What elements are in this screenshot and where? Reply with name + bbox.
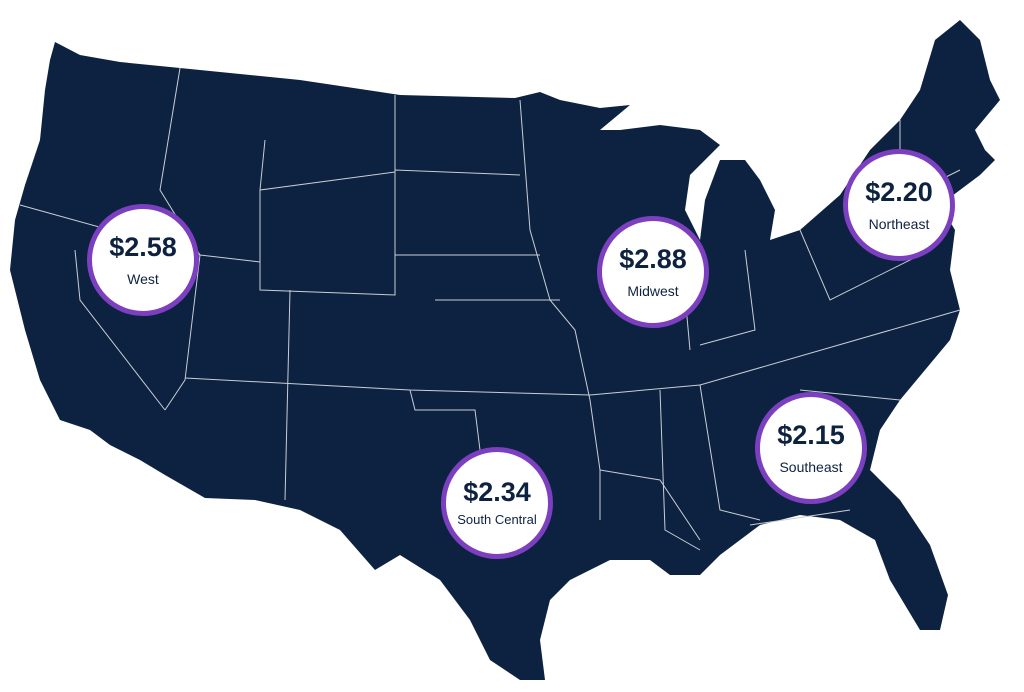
us-outline [10, 20, 1000, 680]
region-label: Northeast [868, 216, 930, 232]
region-bubble-southeast: $2.15 Southeast [755, 392, 867, 504]
region-label: Midwest [627, 283, 679, 299]
region-bubble-midwest: $2.88 Midwest [597, 216, 709, 328]
region-label: West [127, 271, 159, 287]
price-value: $2.34 [463, 477, 531, 507]
price-value: $2.88 [619, 244, 687, 274]
price-value: $2.15 [777, 420, 845, 450]
price-value: $2.58 [109, 232, 177, 262]
price-value: $2.20 [865, 177, 933, 207]
region-label: South Central [457, 512, 537, 527]
region-bubble-west: $2.58 West [87, 204, 199, 316]
region-bubble-northeast: $2.20 Northeast [843, 149, 955, 261]
region-bubble-south-central: $2.34 South Central [441, 447, 553, 559]
region-label: Southeast [779, 459, 843, 475]
